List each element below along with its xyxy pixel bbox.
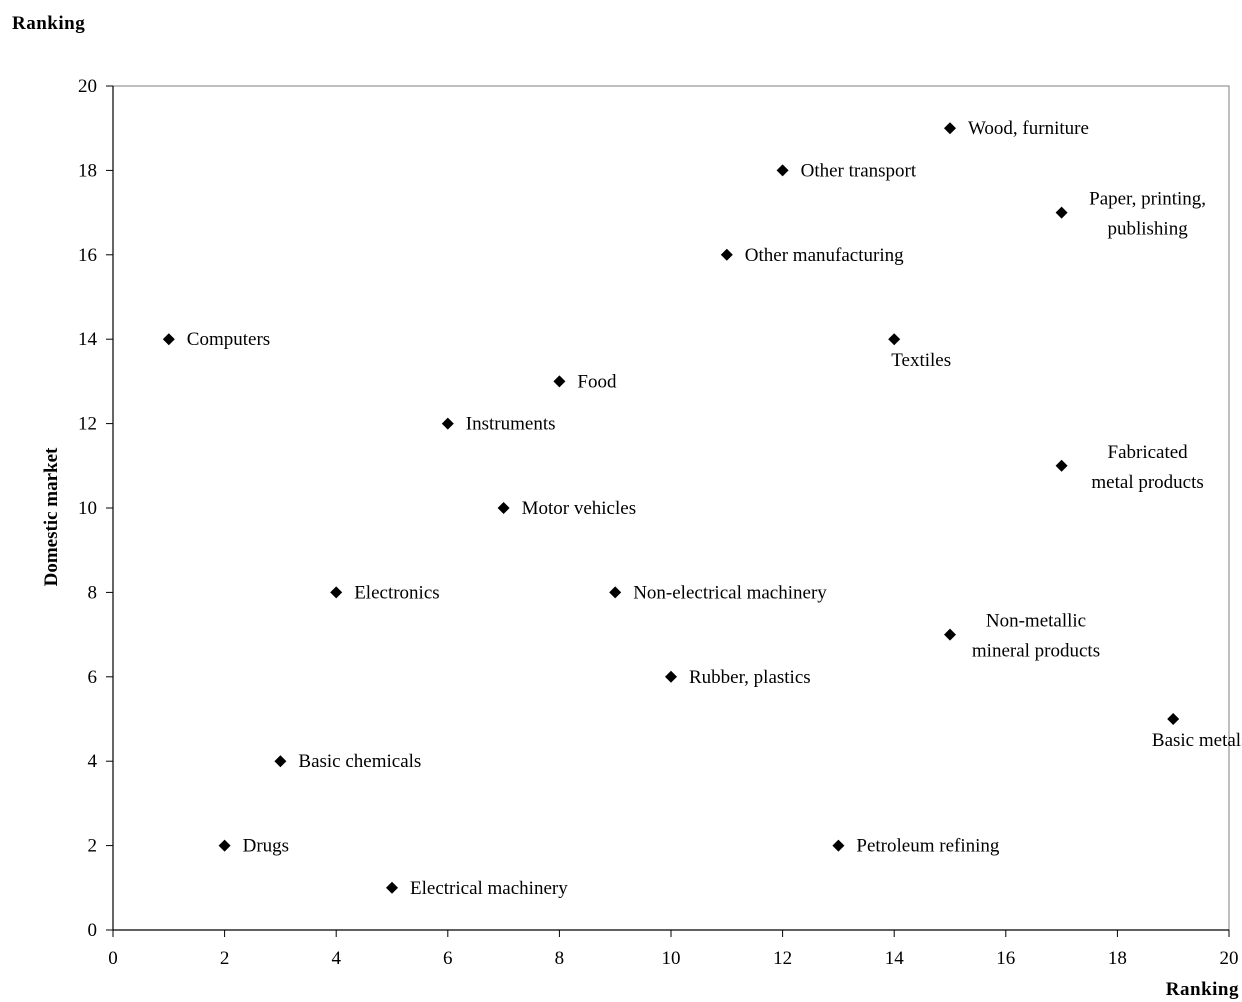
y-tick-label: 18 — [78, 160, 97, 181]
data-point-marker — [944, 122, 956, 135]
data-point-marker — [497, 502, 510, 514]
y-tick-label: 20 — [78, 76, 97, 97]
data-point-label: Petroleum refining — [856, 836, 999, 857]
data-point-marker — [553, 375, 566, 388]
x-tick-label: 18 — [1108, 948, 1127, 969]
data-point-label: Other manufacturing — [745, 245, 904, 266]
data-point-label: Wood, furniture — [968, 118, 1089, 139]
x-tick-label: 2 — [220, 948, 230, 969]
data-point-label: Textiles — [891, 350, 951, 371]
y-tick-label: 14 — [78, 329, 98, 350]
data-point-label: Rubber, plastics — [689, 667, 811, 688]
data-point-marker — [776, 164, 789, 177]
data-point-label: Instruments — [466, 414, 556, 435]
x-axis-title: Ranking — [1165, 979, 1239, 1000]
data-point-marker — [832, 839, 845, 852]
data-point-label: Computers — [187, 329, 270, 350]
data-point-label: Basic chemicals — [298, 751, 421, 772]
y-axis-title: Domestic market — [41, 447, 62, 586]
top-axis-label: Ranking — [12, 13, 86, 34]
data-point-label: Other transport — [801, 160, 917, 181]
data-point-label: publishing — [1107, 219, 1188, 240]
data-point-label: Fabricated — [1108, 442, 1189, 463]
data-point-label: Food — [577, 371, 617, 392]
data-point-marker — [1055, 206, 1068, 219]
data-point-marker — [1055, 459, 1068, 472]
data-point-marker — [609, 586, 622, 599]
y-tick-label: 16 — [78, 245, 97, 266]
y-tick-label: 2 — [88, 836, 98, 857]
data-point-label: Non-electrical machinery — [633, 582, 827, 603]
x-tick-label: 0 — [108, 948, 118, 969]
data-point-marker — [162, 333, 175, 346]
data-point-label: mineral products — [972, 641, 1100, 662]
data-point-marker — [944, 628, 956, 641]
data-point-label: Basic metals — [1152, 730, 1242, 751]
data-point-label: Paper, printing, — [1089, 189, 1206, 210]
y-tick-label: 0 — [88, 920, 98, 941]
data-point-marker — [386, 881, 398, 894]
data-point-marker — [274, 755, 287, 768]
data-point-marker — [720, 248, 733, 261]
data-point-marker — [441, 417, 454, 430]
x-tick-label: 10 — [662, 948, 681, 969]
x-tick-label: 16 — [996, 948, 1015, 969]
x-tick-label: 4 — [331, 948, 341, 969]
data-point-marker — [888, 333, 901, 346]
x-tick-label: 12 — [773, 948, 792, 969]
data-point-marker — [665, 670, 677, 683]
data-point-label: metal products — [1091, 472, 1203, 493]
data-points: Wood, furniture Other transport Paper, pri… — [162, 118, 1242, 899]
y-tick-label: 4 — [88, 751, 98, 772]
x-tick-label: 14 — [885, 948, 905, 969]
axis-ticks: 0 2 4 6 8 10 12 14 16 18 20 0 2 4 6 8 10 12 14 16 18 20 — [78, 76, 1239, 969]
data-point-marker — [330, 586, 343, 599]
data-point-marker — [1167, 713, 1180, 725]
x-tick-label: 20 — [1220, 948, 1239, 969]
y-tick-label: 8 — [88, 582, 98, 603]
y-tick-label: 12 — [78, 414, 97, 435]
data-point-marker — [218, 839, 231, 852]
data-point-label: Non-metallic — [986, 611, 1086, 632]
data-point-label: Electrical machinery — [410, 878, 568, 899]
y-tick-label: 6 — [88, 667, 98, 688]
data-point-label: Drugs — [243, 836, 289, 857]
data-point-label: Motor vehicles — [522, 498, 637, 519]
x-tick-label: 8 — [555, 948, 565, 969]
y-tick-label: 10 — [78, 498, 97, 519]
x-tick-label: 6 — [443, 948, 453, 969]
data-point-label: Electronics — [354, 582, 439, 603]
